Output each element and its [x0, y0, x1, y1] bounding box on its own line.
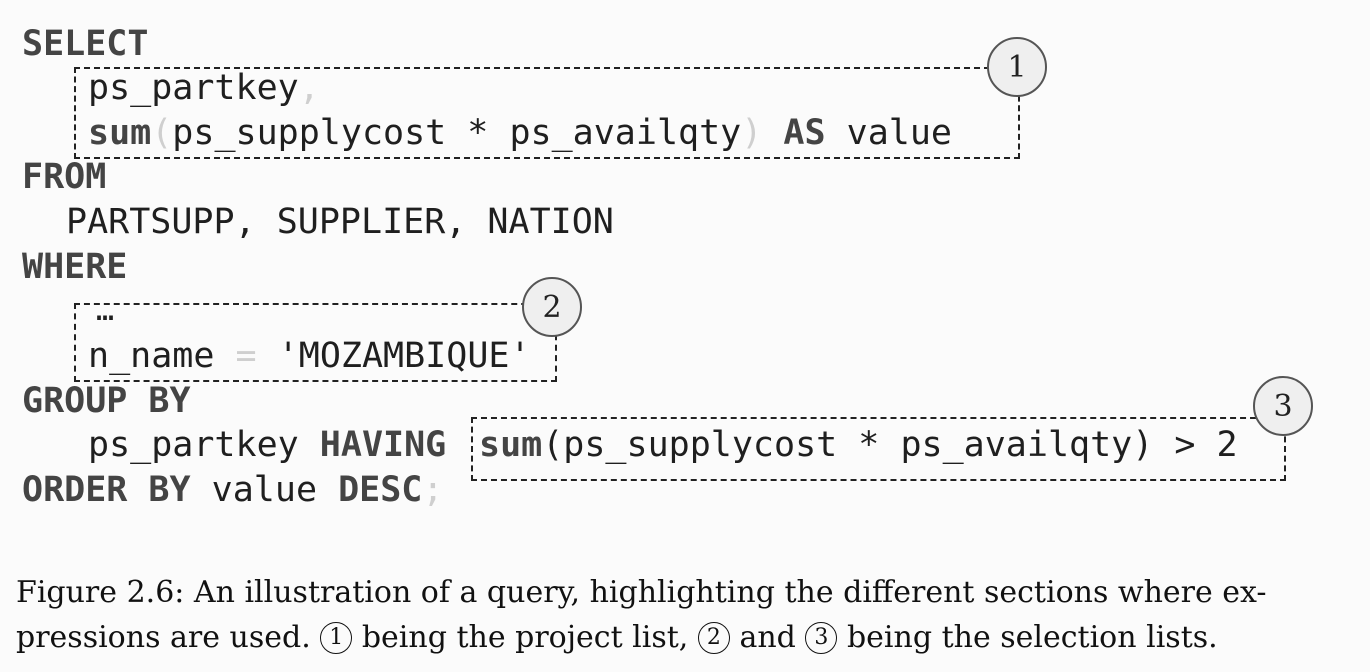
where-selection-box	[74, 303, 557, 382]
select-keyword: SELECT	[22, 24, 149, 64]
project-column: ps_partkey,	[88, 68, 320, 108]
marker-three: 3	[1253, 376, 1313, 436]
marker-two: 2	[522, 277, 582, 337]
having-expression: sum(ps_supplycost * ps_availqty) > 2	[479, 425, 1238, 465]
project-list-box	[74, 67, 1020, 159]
aggregate-expression: sum(ps_supplycost * ps_availqty) AS valu…	[88, 113, 952, 153]
having-selection-box	[471, 417, 1286, 481]
caption-marker-two: 2	[697, 622, 730, 654]
where-keyword: WHERE	[22, 247, 128, 287]
from-keyword: FROM	[22, 157, 107, 197]
caption-intro: Figure 2.6: An illustration of a query, …	[16, 575, 1267, 655]
group-by-keyword: GROUP BY	[22, 381, 191, 421]
caption-marker-one: 1	[320, 622, 353, 654]
where-condition: n_name = 'MOZAMBIQUE'	[88, 336, 531, 376]
figure-caption: Figure 2.6: An illustration of a query, …	[16, 575, 1267, 655]
caption-marker-three: 3	[805, 622, 838, 654]
table-list: PARTSUPP, SUPPLIER, NATION	[66, 202, 614, 242]
marker-one: 1	[987, 37, 1047, 97]
group-by-line: ps_partkey HAVING	[88, 425, 447, 465]
order-by-line: ORDER BY value DESC;	[22, 470, 444, 510]
